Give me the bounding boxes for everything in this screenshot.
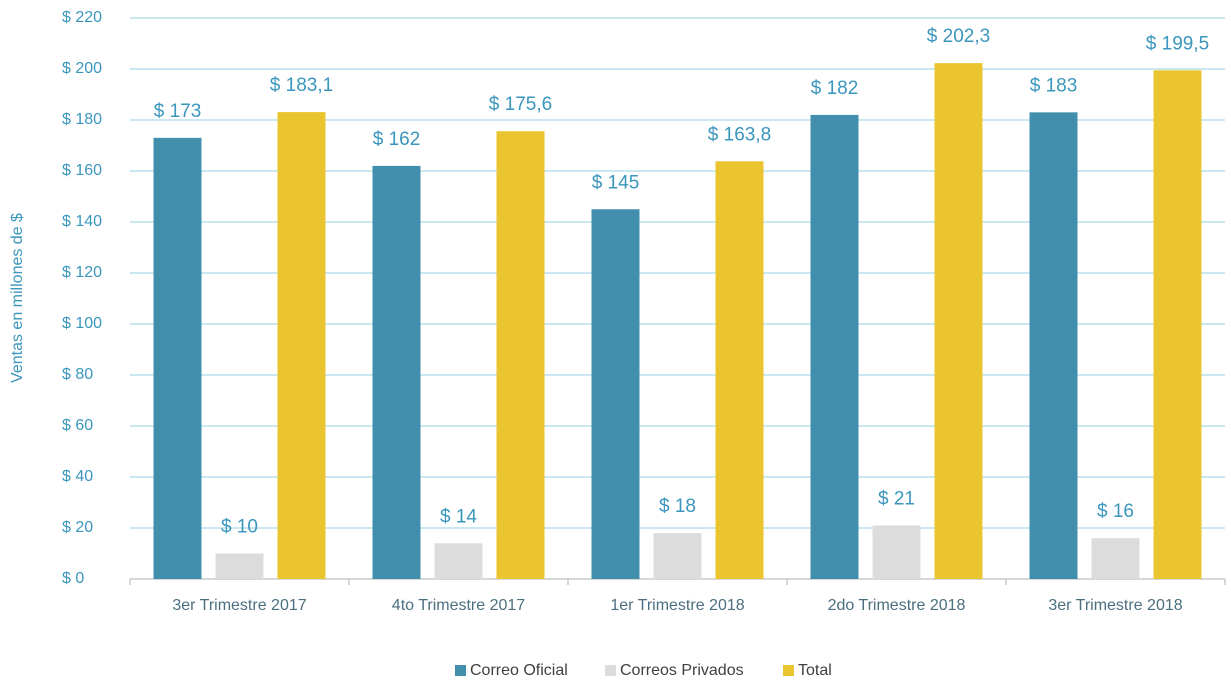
value-label: $ 145 xyxy=(592,172,640,193)
bar xyxy=(215,553,264,579)
value-label: $ 183,1 xyxy=(270,75,333,96)
value-label: $ 163,8 xyxy=(708,124,771,145)
x-tick-label: 2do Trimestre 2018 xyxy=(828,597,966,614)
value-label: $ 16 xyxy=(1097,501,1134,522)
bar xyxy=(434,543,483,579)
bar xyxy=(496,131,545,579)
legend-label: Correos Privados xyxy=(620,662,744,679)
bar xyxy=(591,209,640,579)
y-tick-label: $ 40 xyxy=(62,468,93,485)
value-label: $ 14 xyxy=(440,506,477,527)
x-tick-label: 4to Trimestre 2017 xyxy=(392,597,526,614)
bar xyxy=(1029,112,1078,579)
bar xyxy=(653,533,702,579)
y-tick-label: $ 200 xyxy=(62,60,102,77)
x-tick-label: 3er Trimestre 2018 xyxy=(1048,597,1182,614)
value-label: $ 199,5 xyxy=(1146,33,1209,54)
value-label: $ 202,3 xyxy=(927,26,990,47)
legend-swatch xyxy=(455,665,466,676)
bar xyxy=(277,112,326,579)
value-label: $ 173 xyxy=(154,101,202,122)
bar xyxy=(810,114,859,580)
value-label: $ 175,6 xyxy=(489,94,552,115)
y-tick-label: $ 220 xyxy=(62,9,102,26)
value-label: $ 18 xyxy=(659,496,696,517)
x-tick-label: 1er Trimestre 2018 xyxy=(610,597,744,614)
y-tick-label: $ 180 xyxy=(62,111,102,128)
bar xyxy=(1091,538,1140,579)
y-tick-label: $ 120 xyxy=(62,264,102,281)
y-tick-label: $ 20 xyxy=(62,519,93,536)
bar xyxy=(372,165,421,579)
y-tick-label: $ 160 xyxy=(62,162,102,179)
y-axis-label: Ventas en millones de $ xyxy=(9,213,26,383)
x-tick-label: 3er Trimestre 2017 xyxy=(172,597,306,614)
legend-swatch xyxy=(783,665,794,676)
bar xyxy=(872,525,921,579)
legend-label: Correo Oficial xyxy=(470,662,568,679)
bar xyxy=(715,161,764,579)
y-tick-label: $ 0 xyxy=(62,570,84,587)
legend-swatch xyxy=(605,665,616,676)
value-label: $ 21 xyxy=(878,488,915,509)
bar xyxy=(1153,70,1202,580)
value-label: $ 182 xyxy=(811,78,859,99)
value-label: $ 10 xyxy=(221,517,258,538)
y-tick-label: $ 140 xyxy=(62,213,102,230)
value-label: $ 183 xyxy=(1030,75,1078,96)
y-tick-label: $ 60 xyxy=(62,417,93,434)
bar xyxy=(153,137,202,579)
y-tick-label: $ 80 xyxy=(62,366,93,383)
legend-label: Total xyxy=(798,662,832,679)
value-label: $ 162 xyxy=(373,129,421,150)
y-tick-label: $ 100 xyxy=(62,315,102,332)
bar xyxy=(934,63,983,579)
